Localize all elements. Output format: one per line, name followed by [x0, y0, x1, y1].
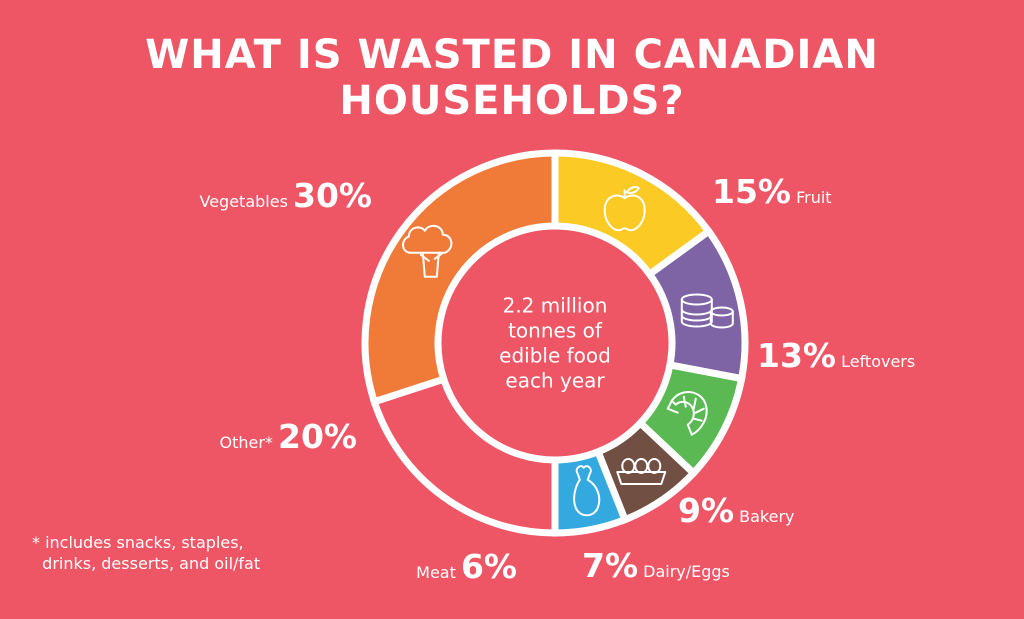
label-dairy-eggs: 7% Dairy/Eggs: [582, 546, 730, 585]
label-value-vegetables: 30%: [293, 176, 372, 215]
footnote: * includes snacks, staples, drinks, dess…: [32, 533, 261, 573]
label-category-leftovers: Leftovers: [841, 352, 915, 371]
label-meat: Meat 6%: [416, 547, 517, 586]
label-other: Other* 20%: [219, 417, 357, 456]
label-category-bakery: Bakery: [739, 507, 794, 526]
label-category-meat: Meat: [416, 563, 456, 582]
slice-vegetables: [361, 149, 559, 407]
label-fruit: 15% Fruit: [712, 172, 832, 211]
drumstick-icon: [573, 465, 601, 517]
label-value-bakery: 9%: [678, 491, 734, 530]
label-value-leftovers: 13%: [757, 336, 836, 375]
apple-icon: [603, 186, 646, 232]
label-category-dairy-eggs: Dairy/Eggs: [643, 562, 730, 581]
label-leftovers: 13% Leftovers: [757, 336, 915, 375]
center-text-line: 2.2 million: [503, 294, 608, 318]
cans-icon: [680, 293, 734, 329]
label-value-dairy-eggs: 7%: [582, 546, 638, 585]
broccoli-icon: [402, 224, 453, 278]
slice-other: [369, 374, 559, 537]
chart-title: WHAT IS WASTED IN CANADIAN HOUSEHOLDS?: [145, 32, 879, 124]
label-value-other: 20%: [278, 417, 357, 456]
croissant-icon: [666, 391, 708, 436]
label-category-fruit: Fruit: [796, 188, 831, 207]
label-value-fruit: 15%: [712, 172, 791, 211]
label-value-meat: 6%: [461, 547, 517, 586]
center-text-line: tonnes of: [508, 319, 603, 343]
label-category-vegetables: Vegetables: [200, 192, 288, 211]
egg-carton-icon: [616, 457, 667, 485]
label-bakery: 9% Bakery: [678, 491, 795, 530]
center-text-line: edible food: [499, 344, 611, 368]
label-category-other: Other*: [219, 433, 272, 452]
label-vegetables: Vegetables 30%: [200, 176, 373, 215]
center-text-line: each year: [505, 369, 605, 393]
